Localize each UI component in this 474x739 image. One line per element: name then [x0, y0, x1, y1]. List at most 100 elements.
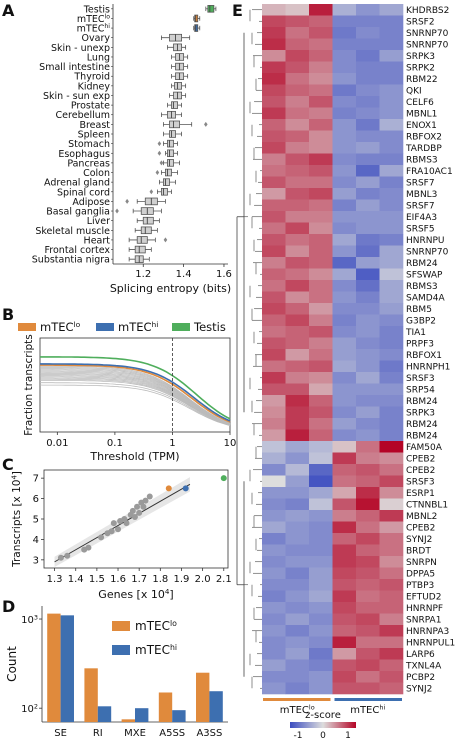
heatmap-cell [356, 452, 380, 465]
heatmap-cell [332, 602, 357, 614]
heatmap-cell [332, 659, 357, 672]
heatmap-cell [332, 452, 357, 465]
heatmap-cell [285, 15, 310, 28]
heatmap-cell [262, 38, 286, 51]
heatmap-cell [379, 510, 404, 522]
line-b-gray-series [40, 380, 231, 426]
heatmap-cell [309, 544, 333, 557]
line-b-series-1 [40, 363, 231, 422]
heatmap-cell [332, 130, 357, 143]
heatmap-cell [285, 383, 310, 396]
heatmap-cell [285, 625, 310, 637]
heatmap-cell [262, 153, 286, 166]
heatmap-cell [285, 165, 310, 177]
heatmap-cell [262, 590, 286, 603]
heatmap-cell [379, 487, 404, 499]
heatmap-row-label: RBM24 [406, 259, 438, 269]
heatmap-row-label: SFSWAP [406, 271, 443, 281]
heatmap-cell [379, 671, 404, 683]
line-b-gray-series [40, 370, 231, 425]
heatmap-cell [285, 268, 310, 281]
heatmap-cell [262, 406, 286, 419]
heatmap-cell [356, 176, 380, 189]
heatmap-cell [379, 73, 404, 85]
heatmap-cell [332, 475, 357, 488]
heatmap-row-label: RBMS3 [406, 282, 438, 292]
category-label-a: Colon [83, 168, 110, 179]
heatmap-cell [262, 27, 286, 39]
heatmap-row-label: SRPK2 [406, 64, 435, 74]
heatmap-cell [379, 38, 404, 51]
bar-d-1 [60, 615, 74, 722]
category-label-d: A3SS [196, 728, 222, 739]
heatmap-cell [309, 291, 333, 304]
heatmap-cell [379, 636, 404, 649]
tick-label-c-y: 3 [33, 555, 39, 566]
heatmap-cell [262, 280, 286, 292]
heatmap-cell [379, 119, 404, 131]
heatmap-cell [332, 429, 357, 442]
heatmap-cell [332, 533, 357, 545]
heatmap-cell [379, 234, 404, 246]
box-a [167, 149, 174, 158]
box-a [169, 130, 176, 138]
heatmap-cell [262, 360, 286, 373]
heatmap-cell [356, 142, 380, 154]
heatmap-cell [379, 349, 404, 361]
heatmap-cell [379, 659, 404, 672]
tick-label-b-x: 0.01 [46, 438, 68, 449]
box-a [163, 178, 170, 186]
category-label-a: Spleen [78, 130, 110, 141]
heatmap-cell [309, 521, 333, 534]
category-label-a: Thyroid [73, 72, 110, 83]
heatmap-cell [285, 487, 310, 499]
heatmap-cell [309, 27, 333, 39]
heatmap-cell [262, 395, 286, 407]
tick-label-c-x: 1.9 [174, 574, 190, 585]
heatmap-cell [309, 613, 333, 626]
heatmap-cell [332, 372, 357, 384]
heatmap-row-label: HNRNPU [406, 236, 445, 246]
heatmap-cell [309, 579, 333, 591]
heatmap-cell [332, 590, 357, 603]
heatmap-cell [356, 636, 380, 649]
heatmap-row-label: EFTUD2 [406, 593, 441, 603]
heatmap-cell [332, 314, 357, 327]
heatmap-cell [332, 96, 357, 108]
heatmap-row-label: CELF6 [406, 98, 434, 108]
heatmap-cell [262, 73, 286, 85]
heatmap-cell [285, 671, 310, 683]
heatmap-cell [332, 245, 357, 258]
heatmap-row-label: RBFOX1 [406, 351, 442, 361]
heatmap-cell [309, 406, 333, 419]
box-a [171, 101, 178, 109]
heatmap-cell [262, 234, 286, 246]
heatmap-cell [309, 360, 333, 373]
heatmap-cell [309, 671, 333, 683]
heatmap-cell [379, 326, 404, 338]
heatmap-cell [285, 176, 310, 189]
heatmap-cell [356, 533, 380, 545]
line-b-gray-series [39, 384, 231, 426]
box-a [142, 216, 154, 225]
heatmap-cell [309, 84, 333, 97]
category-label-a: Skin - sun exp [43, 91, 110, 102]
heatmap-cell [285, 475, 310, 488]
heatmap-cell [332, 73, 357, 85]
bar-d-1 [209, 691, 223, 722]
outlier-a [149, 189, 154, 195]
heatmap-cell [356, 659, 380, 672]
heatmap-cell [285, 280, 310, 292]
heatmap-cell [262, 50, 286, 62]
category-label-a: Adrenal gland [44, 178, 110, 189]
heatmap-cell [285, 199, 310, 212]
heatmap-cell [332, 303, 357, 315]
heatmap-cell [356, 602, 380, 614]
heatmap-cell [262, 521, 286, 534]
heatmap-cell [379, 567, 404, 580]
box-a [174, 82, 182, 90]
heatmap-cell [332, 487, 357, 499]
heatmap-cell [285, 521, 310, 534]
point-c-gray [57, 554, 64, 561]
